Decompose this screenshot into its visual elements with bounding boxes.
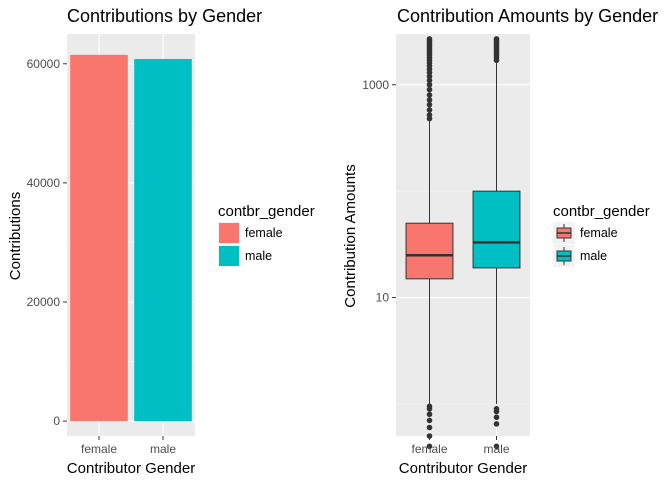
bar-legend-label-male: male [245,249,272,263]
bar-legend-title: contbr_gender [218,203,315,220]
box-outlier-point [426,101,433,108]
bar-x-tick-label: female [81,442,117,456]
box-outlier-point [426,411,433,418]
box-outlier-point [426,417,433,424]
box-outlier-point [426,86,433,93]
box-outlier-point [426,77,433,84]
box-x-tick-label: female [411,442,447,456]
bar-series [70,54,192,422]
bar-legend-label-female: female [245,226,283,240]
box-outlier-point [426,403,433,410]
box-outlier-point [493,406,500,412]
box-outlier-point [426,81,433,88]
box-legend-label-male: male [580,249,607,263]
box-body-female [405,222,454,280]
box-outlier-point [426,36,433,42]
box-outlier-point [426,112,433,118]
box-group-male [472,36,521,450]
bar-x-axis: female male [81,436,176,456]
box-group-female [405,36,454,450]
box-series [405,36,521,450]
box-y-tick-label: 10 [376,291,390,305]
bar-chart: Contributions by Gender 0 20000 40000 60000… [7,6,315,477]
bar-y-tick-label: 0 [53,414,60,428]
box-outlier-point [493,421,500,427]
box-outlier-point [426,97,433,103]
box-outlier-point [493,443,500,450]
box-legend-title: contbr_gender [553,203,650,220]
bar-male [134,59,192,422]
box-outlier-point [493,414,500,421]
bar-y-tick-label: 60000 [27,57,61,71]
bar-y-axis-title: Contributions [7,192,24,280]
bar-female [70,54,128,422]
box-legend: contbr_gender female male [553,203,650,267]
bar-legend-swatch-male [219,246,239,266]
bar-x-tick-label: male [150,442,176,456]
box-outlier-point [426,424,433,431]
box-outlier-point [426,443,433,450]
box-chart-title: Contribution Amounts by Gender [397,6,658,26]
box-body-male [472,190,521,269]
box-y-axis: 10 1000 [362,78,396,305]
box-outlier-point [426,107,433,113]
box-legend-label-female: female [580,226,618,240]
box-x-tick-label: male [483,442,509,456]
bar-y-tick-label: 20000 [27,295,61,309]
bar-x-axis-title: Contributor Gender [67,460,195,477]
box-y-axis-title: Contribution Amounts [342,164,359,307]
bar-chart-title: Contributions by Gender [67,6,262,26]
bar-legend-swatch-female [219,223,239,243]
bar-y-axis: 0 20000 40000 60000 [27,57,67,428]
box-chart: Contribution Amounts by Gender 10 1000 fe… [342,6,658,477]
box-x-axis: female male [411,436,510,456]
bar-legend: contbr_gender female male [218,203,315,267]
bar-y-tick-label: 40000 [27,176,61,190]
box-outlier-point [426,92,433,98]
box-y-tick-label: 1000 [362,78,389,92]
box-outlier-point [493,36,500,42]
box-x-axis-title: Contributor Gender [399,460,527,477]
